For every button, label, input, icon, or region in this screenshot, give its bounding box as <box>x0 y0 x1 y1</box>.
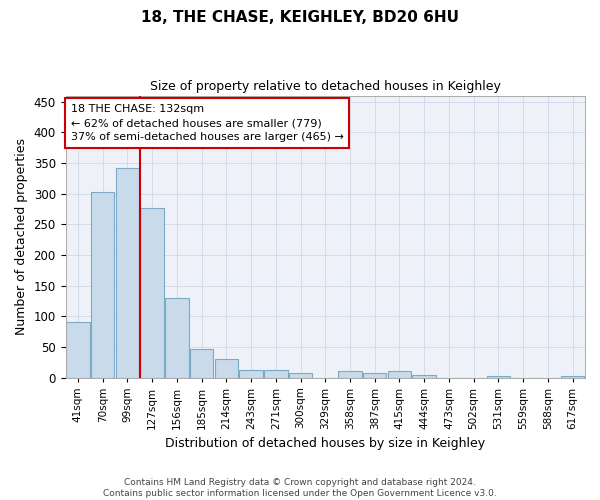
Bar <box>264 370 287 378</box>
X-axis label: Distribution of detached houses by size in Keighley: Distribution of detached houses by size … <box>165 437 485 450</box>
Bar <box>239 370 263 378</box>
Bar <box>289 372 312 378</box>
Bar <box>363 372 386 378</box>
Text: 18, THE CHASE, KEIGHLEY, BD20 6HU: 18, THE CHASE, KEIGHLEY, BD20 6HU <box>141 10 459 25</box>
Y-axis label: Number of detached properties: Number of detached properties <box>15 138 28 335</box>
Bar <box>215 358 238 378</box>
Bar <box>561 376 584 378</box>
Bar <box>116 168 139 378</box>
Title: Size of property relative to detached houses in Keighley: Size of property relative to detached ho… <box>150 80 501 93</box>
Bar <box>487 376 510 378</box>
Text: Contains HM Land Registry data © Crown copyright and database right 2024.
Contai: Contains HM Land Registry data © Crown c… <box>103 478 497 498</box>
Bar <box>388 372 411 378</box>
Bar <box>190 348 214 378</box>
Bar <box>412 375 436 378</box>
Bar <box>338 372 362 378</box>
Bar <box>165 298 188 378</box>
Bar <box>140 208 164 378</box>
Text: 18 THE CHASE: 132sqm
← 62% of detached houses are smaller (779)
37% of semi-deta: 18 THE CHASE: 132sqm ← 62% of detached h… <box>71 104 344 142</box>
Bar <box>91 192 115 378</box>
Bar <box>66 322 89 378</box>
